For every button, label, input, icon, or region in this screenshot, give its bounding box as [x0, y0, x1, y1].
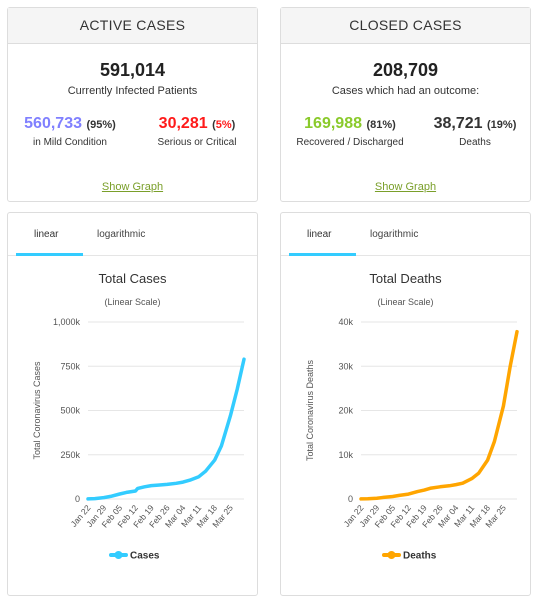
- active-cases-card: ACTIVE CASES 591,014 Currently Infected …: [7, 7, 258, 202]
- recovered-pct: 81%: [370, 119, 393, 131]
- recovered-label: Recovered / Discharged: [296, 137, 404, 148]
- legend-marker: [387, 551, 396, 559]
- serious-critical-pct: 5%: [215, 119, 232, 131]
- closed-cases-total: 208,709: [372, 60, 439, 80]
- serious-critical-pct-wrap: (5%): [212, 119, 236, 131]
- y-tick-label: 1,000k: [53, 317, 81, 327]
- tab-linear-deaths[interactable]: linear: [307, 229, 332, 240]
- chart-subtitle: (Linear Scale): [377, 297, 434, 307]
- serious-critical-value: 30,281: [158, 115, 208, 132]
- y-tick-label: 0: [348, 494, 353, 504]
- closed-cases-breakdown: 169,988 (81%) Recovered / Discharged 38,…: [281, 115, 530, 165]
- chart-title: Total Deaths: [369, 271, 442, 286]
- serious-critical-stat: 30,281 (5%) Serious or Critical: [138, 115, 256, 148]
- active-tab-indicator: [16, 253, 83, 256]
- deaths-stat: 38,721 (19%) Deaths: [421, 115, 529, 148]
- y-tick-label: 20k: [338, 406, 353, 416]
- active-tab-indicator: [289, 253, 356, 256]
- y-tick-label: 10k: [338, 450, 353, 460]
- y-tick-label: 30k: [338, 361, 353, 371]
- serious-critical-label: Serious or Critical: [157, 137, 237, 148]
- series-line: [86, 357, 246, 501]
- active-cases-header: ACTIVE CASES: [8, 8, 257, 44]
- tab-logarithmic-cases[interactable]: logarithmic: [97, 229, 146, 240]
- deaths-pct-wrap: (19%): [487, 119, 517, 131]
- recovered-value: 169,988: [304, 115, 362, 132]
- chart-subtitle: (Linear Scale): [104, 297, 161, 307]
- closed-cases-total-label: Cases which had an outcome:: [331, 85, 480, 97]
- closed-cases-card: CLOSED CASES 208,709 Cases which had an …: [280, 7, 531, 202]
- legend-label[interactable]: Deaths: [403, 551, 437, 562]
- deaths-value: 38,721: [433, 115, 483, 132]
- legend-label[interactable]: Cases: [130, 551, 160, 562]
- active-cases-total: 591,014: [99, 60, 166, 80]
- active-cases-breakdown: 560,733 (95%) in Mild Condition 30,281 (…: [8, 115, 257, 165]
- tab-logarithmic-deaths[interactable]: logarithmic: [370, 229, 419, 240]
- cases-scale-tabs: linear logarithmic: [8, 213, 257, 256]
- y-axis-label: Total Coronavirus Cases: [32, 361, 42, 460]
- y-tick-label: 250k: [60, 450, 80, 460]
- active-show-graph-link[interactable]: Show Graph: [101, 181, 164, 193]
- y-tick-label: 500k: [60, 406, 80, 416]
- y-axis-label: Total Coronavirus Deaths: [305, 359, 315, 461]
- deaths-label: Deaths: [459, 137, 491, 148]
- deaths-scale-tabs: linear logarithmic: [281, 213, 530, 256]
- y-tick-label: 40k: [338, 317, 353, 327]
- total-deaths-chart-card: linear logarithmic Total Deaths (Linear …: [280, 212, 531, 596]
- deaths-pct: 19%: [490, 119, 513, 131]
- closed-cases-header: CLOSED CASES: [281, 8, 530, 44]
- closed-show-graph-link[interactable]: Show Graph: [374, 181, 437, 193]
- tab-linear-cases[interactable]: linear: [34, 229, 59, 240]
- recovered-pct-wrap: (81%): [366, 119, 396, 131]
- active-cases-total-label: Currently Infected Patients: [67, 85, 198, 97]
- chart-title: Total Cases: [98, 271, 167, 286]
- mild-condition-pct: 95%: [90, 119, 113, 131]
- legend-marker: [114, 551, 123, 559]
- total-cases-chart-card: linear logarithmic Total Cases (Linear S…: [7, 212, 258, 596]
- mild-condition-label: in Mild Condition: [33, 137, 107, 148]
- mild-condition-value: 560,733: [24, 115, 82, 132]
- mild-condition-pct-wrap: (95%): [86, 119, 116, 131]
- recovered-stat: 169,988 (81%) Recovered / Discharged: [285, 115, 415, 148]
- series-line: [359, 329, 519, 501]
- y-tick-label: 750k: [60, 361, 80, 371]
- y-tick-label: 0: [75, 494, 80, 504]
- mild-condition-stat: 560,733 (95%) in Mild Condition: [12, 115, 128, 148]
